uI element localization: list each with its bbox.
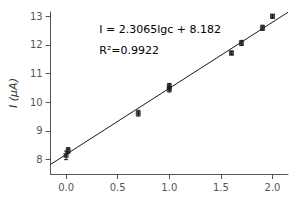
- svg-text:I = 2.3065lgc + 8.182: I = 2.3065lgc + 8.182: [99, 23, 221, 36]
- svg-text:0.5: 0.5: [110, 182, 126, 193]
- svg-text:1.0: 1.0: [161, 182, 177, 193]
- svg-text:R²=0.9922: R²=0.9922: [99, 44, 159, 57]
- svg-text:11: 11: [30, 68, 43, 79]
- svg-text:13: 13: [30, 11, 43, 22]
- svg-text:10: 10: [30, 97, 43, 108]
- svg-text:1.5: 1.5: [213, 182, 229, 193]
- svg-text:0.0: 0.0: [58, 182, 74, 193]
- svg-text:I (μA): I (μA): [7, 78, 20, 108]
- svg-text:9: 9: [36, 125, 42, 136]
- svg-text:2.0: 2.0: [265, 182, 281, 193]
- svg-text:8: 8: [36, 154, 42, 165]
- svg-text:12: 12: [30, 39, 43, 50]
